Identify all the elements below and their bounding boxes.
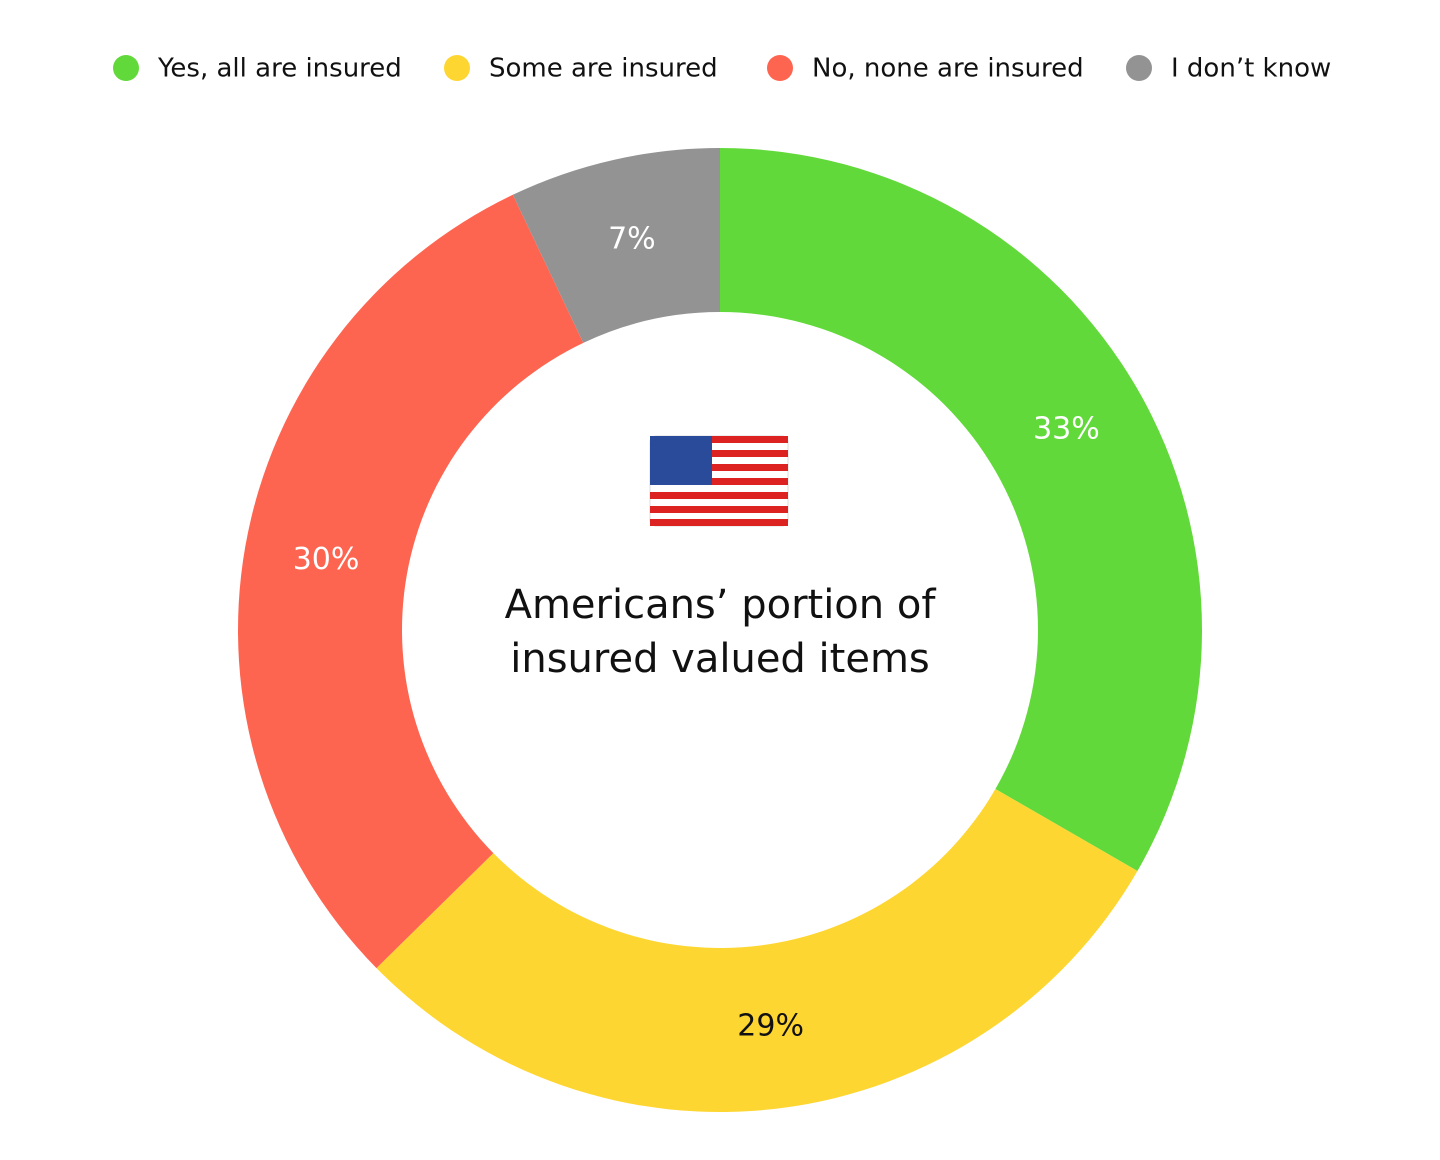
legend-label: Yes, all are insured [157,54,402,84]
value-label: 7% [608,221,656,256]
donut-segment [720,148,1202,871]
legend-label: No, none are insured [812,54,1084,84]
chart-title: Americans’ portion of insured valued ite… [504,582,936,682]
legend-label: I don’t know [1171,54,1331,84]
donut-segment [237,194,584,969]
value-label: 33% [1033,412,1100,447]
legend-marker [113,55,139,81]
flag-icon [649,435,789,527]
donut-segment [376,789,1138,1112]
legend-label: Some are insured [489,54,718,84]
value-label: 29% [737,1008,804,1043]
legend-marker [444,55,470,81]
legend-marker [1126,55,1152,81]
donut-segment [512,148,720,343]
value-label: 30% [293,542,360,577]
legend-marker [767,55,793,81]
